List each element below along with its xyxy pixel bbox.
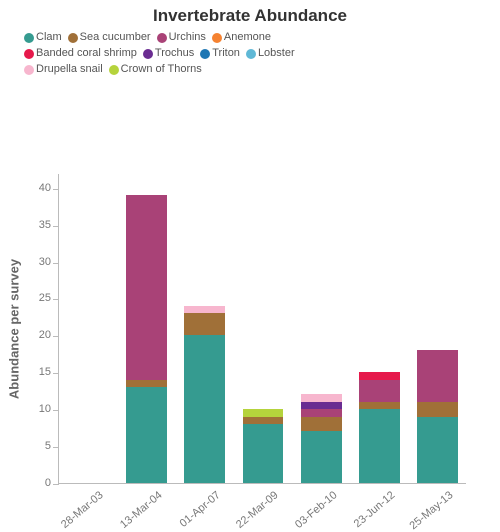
bar-segment-urchins (359, 380, 400, 402)
legend-label: Banded coral shrimp (36, 47, 137, 59)
bar-segment-sea_cucumber (359, 402, 400, 409)
legend-label: Sea cucumber (80, 31, 151, 43)
bar-segment-clam (417, 417, 458, 483)
legend-swatch (24, 49, 34, 59)
y-tick-label: 0 (45, 477, 59, 489)
chart-title: Invertebrate Abundance (0, 0, 500, 26)
bar-segment-urchins (301, 409, 342, 416)
bar-segment-drupella (184, 306, 225, 313)
legend-label: Anemone (224, 31, 271, 43)
bar-group (359, 173, 400, 483)
bar-segment-drupella (301, 394, 342, 401)
y-tick-label: 10 (39, 403, 59, 415)
bar-segment-clam (126, 387, 167, 483)
y-tick-label: 20 (39, 329, 59, 341)
legend-label: Clam (36, 31, 62, 43)
legend-swatch (24, 65, 34, 75)
bar-segment-sea_cucumber (184, 313, 225, 335)
x-tick-label: 13-Mar-04 (113, 483, 165, 531)
legend-item-anemone: Anemone (212, 30, 271, 46)
bar-segment-sea_cucumber (301, 417, 342, 432)
bar-group (301, 173, 342, 483)
bar-segment-crown_of_thorns (243, 409, 284, 416)
legend-swatch (246, 49, 256, 59)
legend-swatch (109, 65, 119, 75)
legend: Clam Sea cucumber Urchins Anemone Banded cor… (0, 26, 500, 82)
legend-item-urchins: Urchins (157, 30, 206, 46)
x-tick-label: 22-Mar-09 (229, 483, 281, 531)
y-tick-label: 35 (39, 219, 59, 231)
bar-segment-clam (243, 424, 284, 483)
bar-group (417, 173, 458, 483)
legend-swatch (157, 33, 167, 43)
y-tick-label: 5 (45, 440, 59, 452)
legend-swatch (68, 33, 78, 43)
bar-segment-sea_cucumber (417, 402, 458, 417)
legend-swatch (200, 49, 210, 59)
bar-segment-banded_shrimp (359, 372, 400, 379)
legend-item-crown_of_thorns: Crown of Thorns (109, 62, 202, 78)
y-tick-label: 30 (39, 256, 59, 268)
bar-segment-trochus (301, 402, 342, 409)
bar-group (126, 173, 167, 483)
legend-label: Lobster (258, 47, 295, 59)
legend-label: Triton (212, 47, 240, 59)
legend-swatch (143, 49, 153, 59)
legend-label: Drupella snail (36, 63, 103, 75)
legend-label: Urchins (169, 31, 206, 43)
bar-segment-clam (301, 431, 342, 483)
legend-item-trochus: Trochus (143, 46, 194, 62)
bar-group (184, 173, 225, 483)
legend-item-drupella: Drupella snail (24, 62, 103, 78)
legend-item-clam: Clam (24, 30, 62, 46)
bar-segment-urchins (417, 350, 458, 402)
bar-group (68, 173, 109, 483)
bar-segment-urchins (126, 195, 167, 380)
legend-item-banded_shrimp: Banded coral shrimp (24, 46, 137, 62)
legend-swatch (24, 33, 34, 43)
x-tick-label: 23-Jun-12 (347, 483, 398, 530)
bar-segment-sea_cucumber (126, 380, 167, 387)
x-tick-label: 25-May-13 (403, 483, 456, 532)
bar-segment-clam (184, 335, 225, 483)
bar-segment-clam (359, 409, 400, 483)
y-axis-label: Abundance per survey (7, 259, 22, 399)
legend-swatch (212, 33, 222, 43)
x-tick-label: 01-Apr-07 (172, 483, 222, 530)
plot-area: 051015202530354028-Mar-0313-Mar-0401-Apr… (58, 174, 466, 484)
legend-label: Trochus (155, 47, 194, 59)
y-tick-label: 25 (39, 292, 59, 304)
bar-segment-sea_cucumber (243, 417, 284, 424)
y-tick-label: 40 (39, 182, 59, 194)
bar-group (243, 173, 284, 483)
x-tick-label: 03-Feb-10 (287, 483, 339, 531)
x-tick-label: 28-Mar-03 (54, 483, 106, 531)
legend-item-sea_cucumber: Sea cucumber (68, 30, 151, 46)
legend-item-triton: Triton (200, 46, 240, 62)
legend-item-lobster: Lobster (246, 46, 295, 62)
y-tick-label: 15 (39, 366, 59, 378)
legend-label: Crown of Thorns (121, 63, 202, 75)
